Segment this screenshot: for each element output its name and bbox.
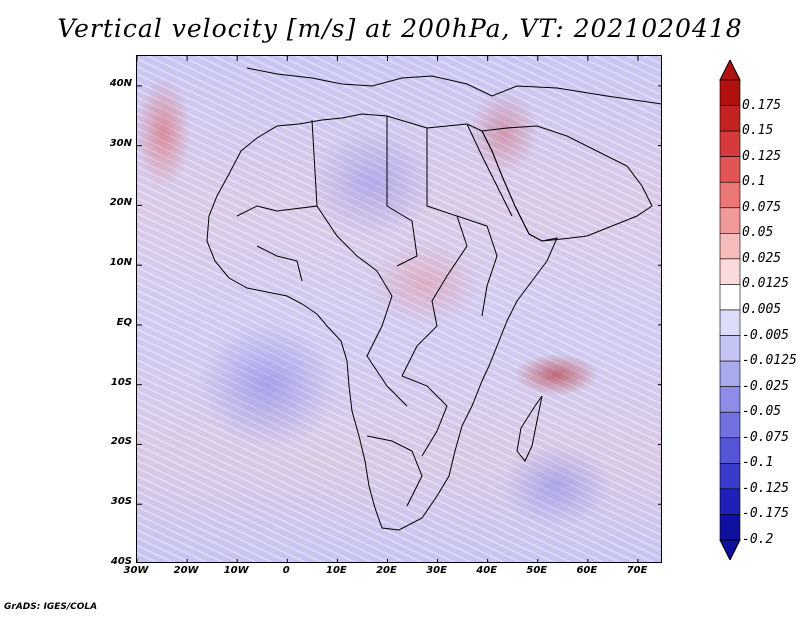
border-10	[256, 245, 303, 282]
red-sea	[466, 123, 513, 217]
colorbar-swatch	[719, 79, 741, 106]
colorbar-swatch	[719, 309, 741, 336]
colorbar-swatch	[719, 207, 741, 234]
lon-label: 20W	[173, 565, 199, 576]
lon-label: 60E	[576, 565, 598, 576]
colorbar-tick-label: -0.2	[742, 532, 774, 547]
lat-label: 40S	[110, 556, 132, 567]
lat-label: 20S	[110, 436, 132, 448]
colorbar-tick-label: -0.025	[742, 378, 789, 394]
lon-label: 30E	[426, 565, 447, 576]
map-panel	[136, 55, 662, 563]
border-8	[366, 435, 423, 507]
colorbar-tick-label: 0.0125	[742, 276, 789, 292]
lon-label: 10E	[326, 565, 347, 576]
border-3	[426, 128, 468, 277]
colorbar-tick-label: -0.05	[742, 404, 782, 420]
colorbar-swatch	[719, 437, 741, 464]
colorbar-tick-label: 0.15	[742, 123, 774, 139]
border-6	[366, 295, 408, 407]
border-2	[386, 116, 418, 267]
lat-label: 40N	[109, 77, 132, 89]
colorbar-swatch	[719, 130, 741, 157]
lon-label: 50E	[526, 565, 548, 576]
colorbar-swatch	[719, 360, 741, 387]
colorbar-tick-label: -0.005	[742, 327, 789, 343]
colorbar-tick-label: 0.1	[742, 174, 766, 190]
colorbar-tick-label: -0.1	[742, 455, 774, 471]
lon-label: 10W	[223, 565, 249, 576]
map-title: Vertical velocity [m/s] at 200hPa, VT: 2…	[57, 14, 743, 43]
madagascar-outline	[516, 395, 543, 462]
colorbar-swatch	[719, 181, 741, 209]
colorbar-tick-label: 0.025	[742, 250, 782, 266]
colorbar-min-arrow	[719, 539, 741, 560]
lat-label: 20N	[109, 197, 132, 209]
lat-label: 10S	[110, 376, 132, 388]
lat-label: 30S	[110, 496, 132, 508]
colorbar-swatch	[719, 514, 741, 541]
lat-label: 10N	[109, 257, 132, 269]
border-4	[316, 205, 393, 297]
colorbar-swatch	[719, 284, 741, 311]
lon-label: 20E	[376, 565, 397, 576]
colorbar-tick-label: -0.125	[742, 480, 789, 496]
colorbar-tick-label: -0.175	[742, 506, 789, 522]
colorbar-tick-label: -0.0125	[742, 353, 797, 369]
lat-label: EQ	[116, 316, 132, 328]
colorbar-swatch	[719, 488, 741, 515]
africa-coastline	[206, 113, 558, 531]
colorbar-swatch	[719, 156, 741, 183]
lon-label: 70E	[626, 565, 648, 576]
arabian-peninsula-outline	[481, 125, 653, 242]
grads-credit: GrADS: IGES/COLA	[4, 602, 98, 612]
border-7	[401, 375, 448, 457]
lon-label: 40E	[476, 565, 498, 576]
africa-outline-overlay	[137, 56, 661, 562]
colorbar-tick-label: 0.175	[742, 97, 782, 113]
colorbar-tick-label: 0.125	[742, 148, 782, 164]
europe-coast	[246, 67, 661, 105]
colorbar	[719, 60, 741, 560]
colorbar-swatch	[719, 258, 741, 285]
lon-label: 30W	[123, 565, 149, 576]
colorbar-tick-label: 0.05	[742, 225, 774, 241]
colorbar-tick-label: 0.005	[742, 302, 782, 317]
border-1	[236, 119, 318, 217]
colorbar-swatch	[719, 386, 741, 413]
colorbar-swatch	[719, 105, 741, 132]
colorbar-max-arrow	[719, 60, 741, 81]
lat-label: 30N	[109, 137, 132, 149]
colorbar-tick-label: 0.075	[742, 199, 782, 215]
lon-label: 0	[282, 565, 290, 576]
border-9	[456, 215, 498, 317]
colorbar-swatch	[719, 335, 741, 362]
border-5	[401, 275, 448, 377]
colorbar-tick-label: -0.075	[742, 429, 789, 445]
colorbar-swatch	[719, 463, 741, 490]
colorbar-swatch	[719, 233, 741, 260]
colorbar-swatch	[719, 411, 741, 439]
